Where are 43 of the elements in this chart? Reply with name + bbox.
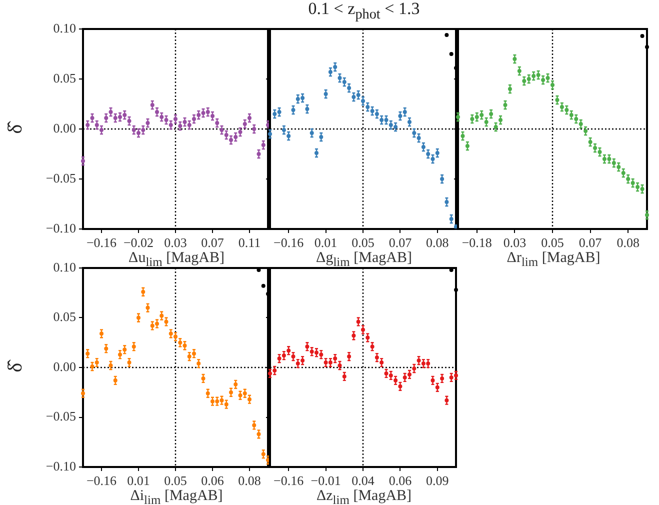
x-tick-label: −0.16: [86, 473, 118, 488]
x-tick-label: 0.05: [541, 235, 564, 250]
y-tick-label: 0.10: [53, 259, 76, 274]
y-tick-label: 0.05: [53, 70, 76, 86]
x-tick-label: 0.01: [127, 473, 150, 488]
x-tick-label: −0.01: [310, 473, 341, 488]
x-tick-label: 0.03: [503, 235, 526, 250]
x-tick-label: 0.07: [201, 235, 224, 250]
x-tick-label: 0.09: [426, 473, 449, 488]
x-tick-label: −0.02: [123, 235, 154, 250]
x-tick-label: 0.01: [314, 235, 338, 250]
y-tick-label: 0.00: [53, 358, 76, 374]
x-tick-label: 0.06: [388, 473, 412, 488]
x-tick-label: 0.11: [238, 235, 261, 250]
y-tick-label: −0.10: [46, 220, 76, 236]
x-tick-label: 0.07: [388, 235, 412, 250]
x-tick-label: −0.18: [462, 235, 492, 250]
y-tick-label: 0.00: [53, 120, 76, 136]
x-axis-title: Δg$_{lim}$ [MagAB]: [315, 250, 413, 270]
x-tick-label: 0.03: [164, 235, 187, 250]
y-tick-label: −0.10: [46, 458, 76, 474]
y-tick-label: 0.05: [53, 309, 76, 324]
x-tick-label: −0.16: [86, 235, 118, 250]
x-tick-label: 0.08: [426, 235, 449, 250]
x-tick-label: 0.05: [352, 235, 374, 250]
x-axis-title: Δi$_{lim}$ [MagAB]: [129, 488, 224, 505]
x-tick-label: 0.05: [164, 473, 187, 488]
x-tick-label: 0.06: [201, 473, 224, 488]
x-axis-title: Δr$_{lim}$ [MagAB]: [506, 250, 602, 270]
y-tick-label: −0.05: [46, 408, 76, 424]
x-axis-title: Δz$_{lim}$ [MagAB]: [315, 488, 413, 505]
x-tick-label: −0.16: [274, 473, 304, 488]
y-axis-title: δ̂: [4, 358, 26, 372]
x-tick-label: 0.04: [352, 473, 375, 488]
y-tick-label: −0.05: [46, 170, 76, 186]
chart-title: 0.1 < z$_{phot}$ < 1.3: [307, 0, 421, 24]
x-tick-label: 0.08: [616, 235, 640, 250]
x-axis-title: Δu$_{lim}$ [MagAB]: [128, 250, 226, 270]
y-tick-label: 0.10: [53, 20, 76, 36]
x-tick-label: 0.08: [238, 473, 261, 488]
x-tick-label: 0.07: [578, 235, 602, 250]
y-axis-title: δ̂: [4, 120, 26, 134]
x-tick-label: −0.16: [274, 235, 304, 250]
